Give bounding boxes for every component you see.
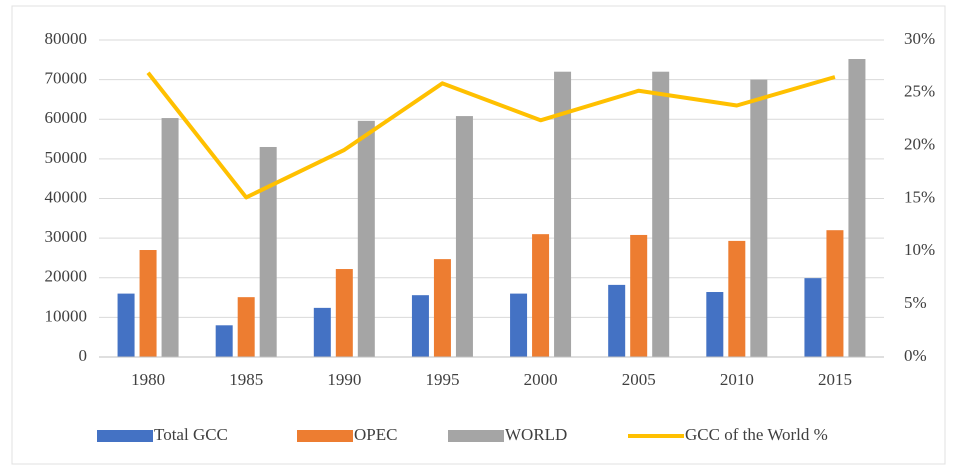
bar xyxy=(357,120,375,358)
x-tick-label: 2000 xyxy=(524,370,558,389)
y2-tick-label: 0% xyxy=(904,346,927,365)
legend-swatch xyxy=(297,430,353,442)
y-tick-label: 10000 xyxy=(45,306,88,325)
bar xyxy=(826,230,844,357)
bar xyxy=(411,295,429,357)
bar xyxy=(706,292,724,357)
legend-swatch xyxy=(448,430,504,442)
y-tick-label: 0 xyxy=(79,346,88,365)
chart-frame xyxy=(11,5,946,465)
x-tick-label: 1990 xyxy=(327,370,361,389)
x-tick-label: 1985 xyxy=(229,370,263,389)
bar xyxy=(804,278,822,357)
y-tick-label: 40000 xyxy=(45,187,88,206)
y-tick-label: 60000 xyxy=(45,108,88,127)
legend-label: Total GCC xyxy=(154,425,228,444)
bar xyxy=(259,146,277,357)
bar xyxy=(554,71,572,357)
y-tick-label: 20000 xyxy=(45,267,88,286)
y2-tick-label: 30% xyxy=(904,29,935,48)
bar xyxy=(215,325,233,357)
x-tick-label: 2010 xyxy=(720,370,754,389)
legend-label: WORLD xyxy=(505,425,567,444)
y-tick-label: 80000 xyxy=(45,29,88,48)
y-tick-label: 70000 xyxy=(45,69,88,88)
y2-tick-label: 20% xyxy=(904,135,935,154)
legend-label: OPEC xyxy=(354,425,397,444)
bar xyxy=(117,293,135,357)
bar xyxy=(237,297,255,357)
bar xyxy=(608,284,626,357)
bar xyxy=(510,293,528,357)
bar xyxy=(161,118,179,357)
line-series xyxy=(146,71,836,200)
legend-label: GCC of the World % xyxy=(685,425,828,444)
y2-tick-label: 5% xyxy=(904,293,927,312)
bar xyxy=(139,250,157,357)
bar xyxy=(335,269,353,357)
legend-swatch xyxy=(97,430,153,442)
y2-tick-label: 10% xyxy=(904,240,935,259)
bar xyxy=(750,79,768,357)
bar xyxy=(728,240,746,357)
x-tick-label: 2015 xyxy=(818,370,852,389)
y2-tick-label: 25% xyxy=(904,82,935,101)
x-tick-label: 1995 xyxy=(425,370,459,389)
bar xyxy=(532,234,550,357)
bar xyxy=(630,234,648,357)
x-tick-label: 2005 xyxy=(622,370,656,389)
bar xyxy=(455,116,473,357)
y2-tick-label: 15% xyxy=(904,187,935,206)
bar xyxy=(652,71,670,357)
y-tick-label: 50000 xyxy=(45,148,88,167)
bar xyxy=(848,59,866,358)
y-tick-label: 30000 xyxy=(45,227,88,246)
bar xyxy=(313,307,331,357)
bar xyxy=(433,259,451,357)
x-tick-label: 1980 xyxy=(131,370,165,389)
